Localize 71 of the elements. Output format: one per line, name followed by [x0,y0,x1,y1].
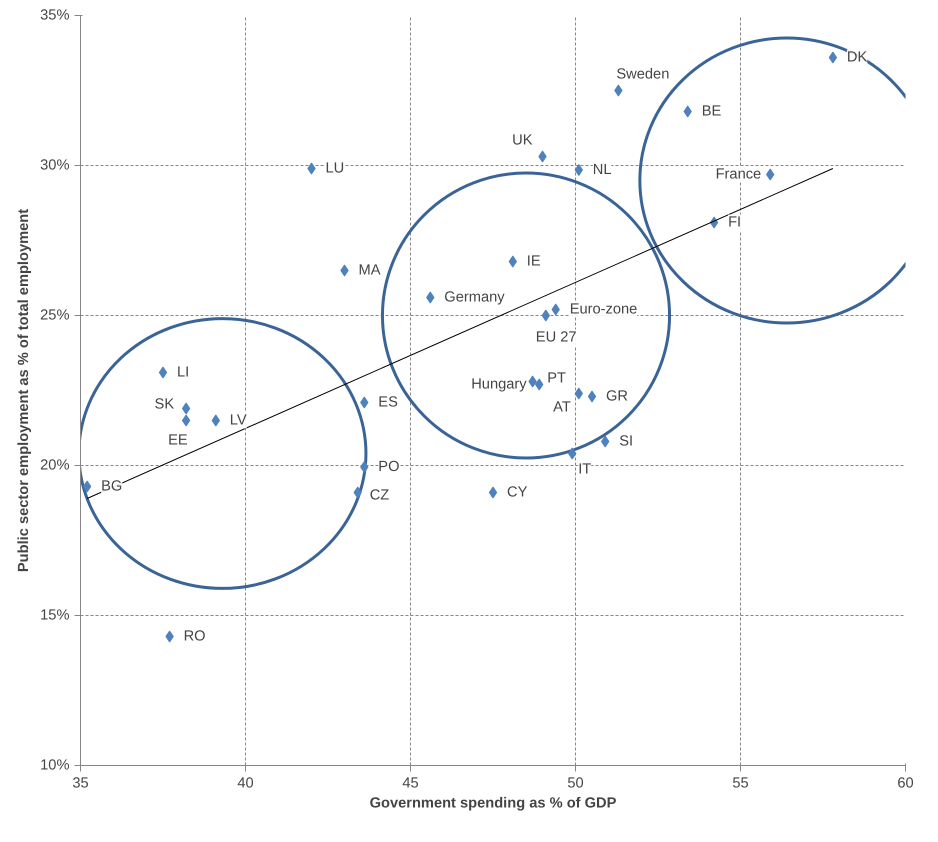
y-tick-label: 20% [40,458,70,474]
annotation: SK [154,396,174,412]
annotation: FI [728,214,742,230]
annotation: RO [184,628,206,644]
annotation: PT [547,370,566,386]
x-tick-label: 60 [897,776,914,792]
annotation: IT [578,462,592,478]
annotation: Sweden [616,66,670,82]
point [307,162,316,174]
point [82,480,92,492]
point [538,150,547,162]
annotation: AT [553,400,571,416]
point [601,436,610,448]
annotation: Hungary [471,376,528,392]
annotation: Euro-zone [570,302,638,318]
point [542,310,550,322]
x-tick-label: 45 [402,776,419,792]
annotation: NL [592,162,612,178]
y-tick-label: 25% [40,308,70,324]
annotation: DK [846,50,868,66]
point [574,164,583,176]
point [528,376,537,388]
annotation: CY [507,484,528,500]
point [182,402,190,414]
point [360,396,368,408]
point [552,304,560,316]
annotation: IE [526,254,541,270]
point [684,106,692,118]
point [488,486,498,498]
annotation: LU [326,160,344,176]
x-tick-label: 50 [567,776,584,792]
y-tick-label: 30% [40,158,70,174]
point [535,378,544,390]
point [766,168,774,180]
point [426,292,434,304]
annotation: Germany [444,290,506,306]
point [508,256,517,268]
annotation: MA [358,262,381,278]
x-tick-label: 55 [732,776,749,792]
annotation: LV [230,412,247,428]
annotation: EE [168,432,188,448]
x-tick-label: 35 [72,776,89,792]
point [158,366,168,378]
point [340,264,349,276]
x-axis-title: Government spending as % of GDP [370,796,617,812]
point [182,414,190,426]
annotation: LI [177,364,190,380]
annotation: France [716,166,762,182]
point [354,486,362,498]
annotation: ES [378,394,398,410]
y-tick-label: 15% [40,608,70,624]
point [828,52,838,64]
annotation: SI [619,434,634,450]
point [212,414,220,426]
x-tick-label: 40 [237,776,254,792]
point [574,388,583,400]
point [165,630,174,642]
annotation: EU 27 [536,330,577,346]
point [588,390,596,402]
annotation: CZ [370,488,390,504]
y-tick-label: 10% [40,758,70,774]
annotation: GR [606,388,628,404]
y-axis-title: Public sector employment as % of total employment [16,208,32,572]
point [568,448,576,460]
point [360,461,368,473]
annotation: UK [512,132,533,148]
point [614,84,623,96]
annotation: BE [702,104,722,120]
y-tick-label: 35% [40,8,70,24]
annotation: PO [378,459,400,475]
annotation: BG [101,478,122,494]
